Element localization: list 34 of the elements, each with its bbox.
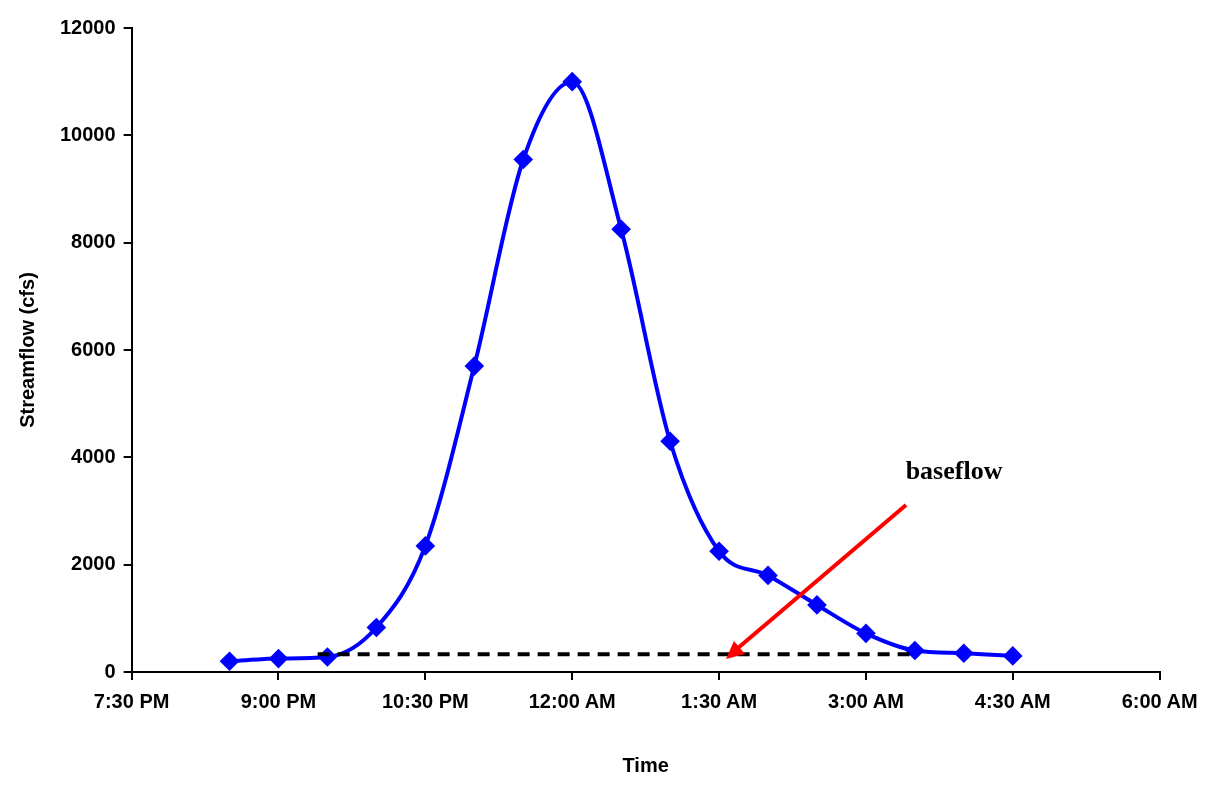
y-tick-label: 6000	[71, 337, 116, 360]
y-tick-label: 10000	[59, 122, 116, 145]
x-tick-label: 10:30 PM	[381, 689, 469, 712]
y-axis-title: Streamflow (cfs)	[15, 272, 38, 428]
point	[367, 618, 386, 637]
point	[807, 595, 826, 614]
x-tick-label: 9:00 PM	[240, 689, 317, 712]
x-tick-label: 3:00 AM	[827, 689, 904, 712]
point	[514, 150, 533, 169]
point	[710, 542, 729, 561]
y-tick-label: 8000	[71, 230, 116, 253]
point	[759, 566, 778, 585]
x-tick-label: 1:30 AM	[681, 689, 758, 712]
point	[856, 624, 875, 643]
y-tick-label: 0	[104, 659, 116, 682]
y-tick-label: 4000	[71, 444, 116, 467]
x-axis-title: Time	[622, 753, 669, 776]
point	[905, 641, 924, 660]
point	[563, 72, 582, 91]
y-tick-label: 12000	[59, 15, 116, 38]
point	[1003, 646, 1022, 665]
y-tick-label: 2000	[71, 552, 116, 575]
point	[954, 644, 973, 663]
x-tick-label: 4:30 AM	[974, 689, 1051, 712]
point	[465, 357, 484, 376]
annotation: baseflow	[905, 456, 1003, 486]
point	[416, 536, 435, 555]
point	[612, 220, 631, 239]
point	[220, 652, 239, 671]
x-tick-label: 7:30 PM	[93, 689, 170, 712]
x-tick-label: 12:00 AM	[528, 689, 616, 712]
point	[269, 649, 288, 668]
x-tick-label: 6:00 AM	[1121, 689, 1198, 712]
point	[661, 432, 680, 451]
